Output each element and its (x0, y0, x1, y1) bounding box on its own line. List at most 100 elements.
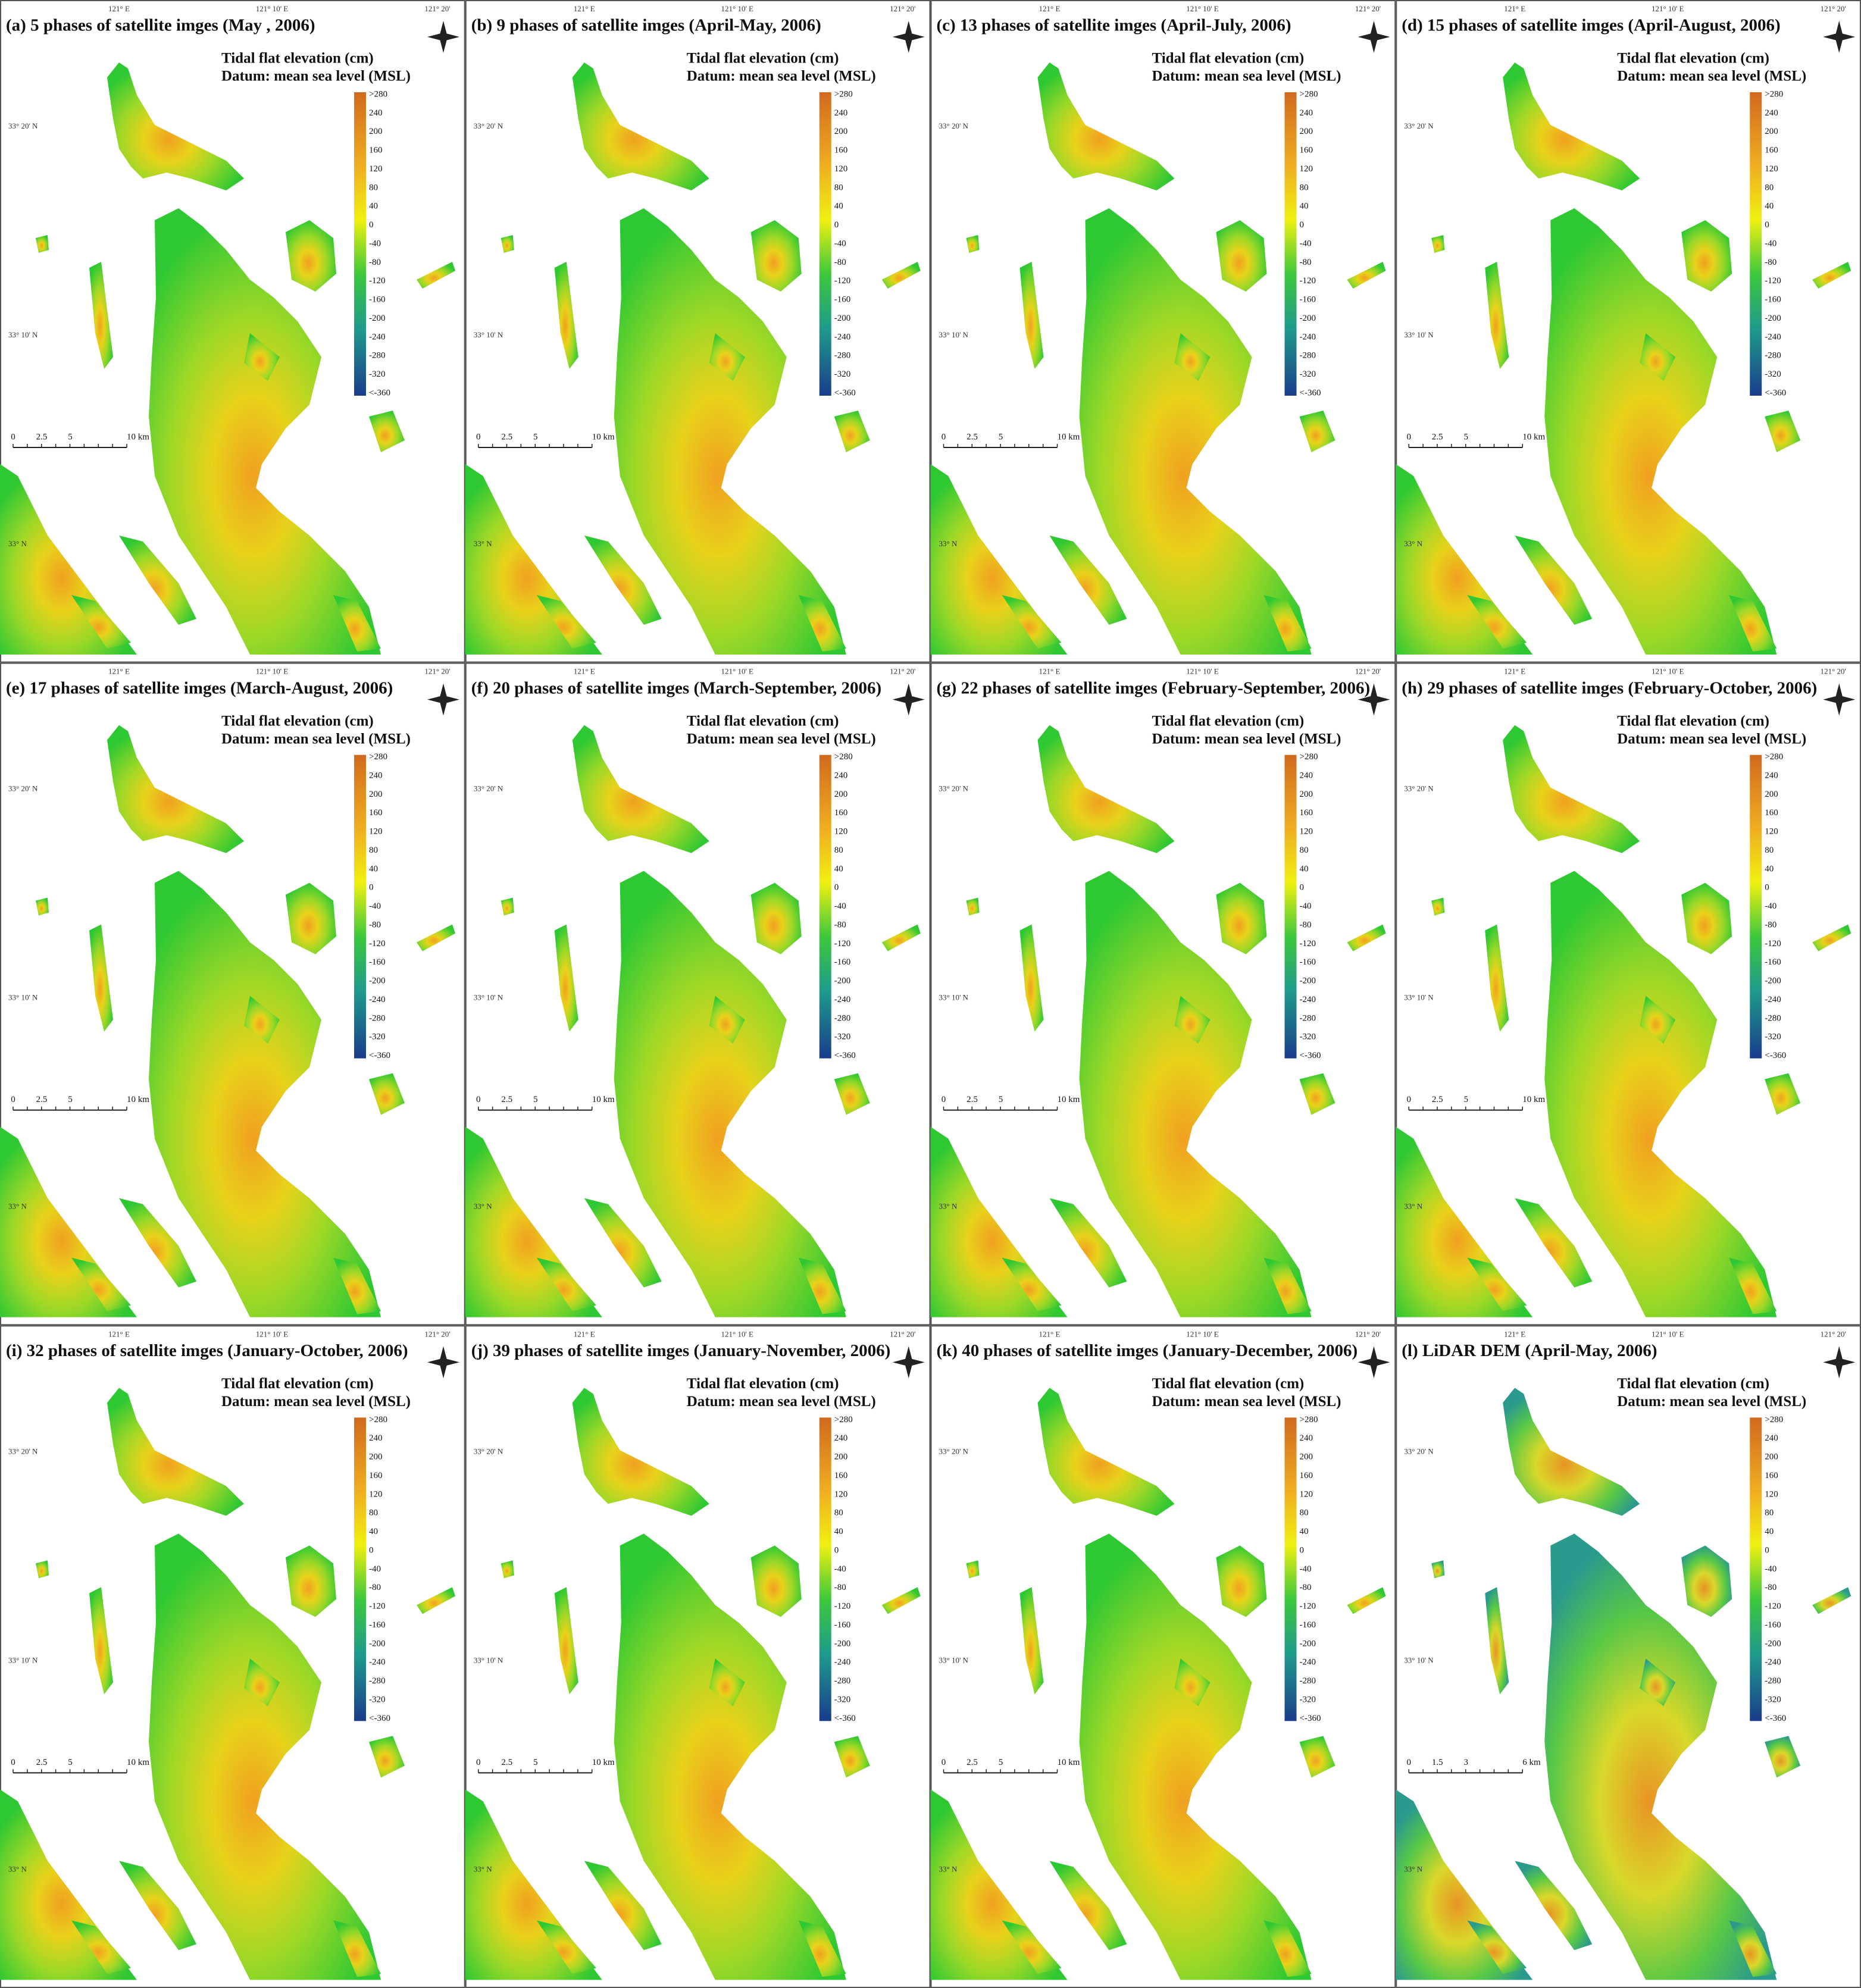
longitude-label: 121° 10' E (721, 667, 754, 676)
legend-datum: Datum: mean sea level (MSL) (687, 1394, 876, 1410)
color-bar-label: -120 (834, 276, 851, 286)
tidal-flat (1037, 725, 1175, 853)
color-bar-label: -120 (369, 1602, 386, 1611)
panel-title: (e) 17 phases of satellite imges (March-… (6, 678, 393, 697)
tidal-flat (572, 62, 709, 190)
tidal-flat (119, 1861, 196, 1951)
tidal-flat (1263, 1257, 1312, 1314)
color-bar-label: -280 (369, 1676, 386, 1686)
tidal-flat (1079, 871, 1312, 1317)
longitude-label: 121° 20' (424, 4, 450, 13)
longitude-label: 121° 10' E (256, 667, 289, 676)
panel-title: (b) 9 phases of satellite imges (April-M… (471, 16, 821, 35)
scale-label: 2.5 (36, 1095, 48, 1104)
color-bar-label: -320 (1765, 1695, 1781, 1704)
longitude-label: 121° 20' (1355, 667, 1381, 676)
map-panel: (a) 5 phases of satellite imges (May , 2… (0, 0, 465, 663)
north-arrow (1358, 21, 1390, 53)
latitude-label: 33° 20' N (8, 121, 38, 130)
longitude-label: 121° 10' E (1652, 1329, 1684, 1338)
tidal-flat (750, 882, 802, 954)
color-bar-label: -120 (834, 939, 851, 948)
longitude-label: 121° 10' E (1652, 667, 1684, 676)
tidal-flat (572, 725, 709, 853)
scale-label: 10 km (127, 1095, 149, 1104)
map-panel: (g) 22 phases of satellite imges (Februa… (930, 662, 1396, 1326)
tidal-flat (1544, 208, 1777, 655)
tidal-flat (1515, 536, 1593, 625)
longitude-label: 121° E (1504, 667, 1525, 676)
latitude-label: 33° N (1404, 1202, 1422, 1211)
tidal-flat (1347, 924, 1386, 951)
color-bar-label: 40 (369, 864, 378, 874)
color-bar-label: 240 (1765, 771, 1778, 780)
color-bar-label: -240 (1300, 995, 1316, 1004)
color-bar-label: 200 (369, 127, 383, 136)
color-bar-label: 120 (1765, 1489, 1778, 1499)
tidal-flat (501, 1560, 514, 1579)
color-bar-label: 120 (369, 827, 383, 837)
legend-title: Tidal flat elevation (cm) (221, 713, 374, 729)
color-bar-label: 120 (1300, 827, 1313, 837)
tidal-flat (0, 464, 137, 655)
tidal-flat (71, 1257, 131, 1311)
color-bar-label: 80 (834, 183, 843, 192)
color-bar-label: 80 (1765, 1508, 1774, 1518)
latitude-label: 33° 10' N (1404, 330, 1434, 339)
north-arrow (427, 1346, 459, 1379)
tidal-flat (107, 725, 244, 853)
tidal-flat (36, 1560, 49, 1579)
latitude-label: 33° 20' N (1404, 121, 1434, 130)
color-bar-label: 200 (834, 790, 848, 799)
latitude-label: 33° 20' N (939, 121, 969, 130)
tidal-flat (465, 1789, 602, 1980)
color-bar-label: -80 (369, 1583, 381, 1592)
latitude-label: 33° N (8, 1202, 27, 1211)
tidal-flat (1431, 1560, 1445, 1579)
scale-label: 2.5 (36, 432, 48, 442)
color-bar-label: -160 (1300, 295, 1316, 305)
tidal-flat (1174, 995, 1211, 1044)
color-bar-label: >280 (834, 752, 853, 762)
legend-title: Tidal flat elevation (cm) (687, 713, 839, 729)
color-bar-label: 0 (369, 220, 374, 230)
tidal-flat (1347, 1587, 1386, 1614)
color-bar (354, 92, 366, 396)
color-bar-label: 120 (369, 1489, 383, 1499)
tidal-flat (584, 1861, 662, 1951)
tidal-flat (244, 995, 280, 1044)
color-bar-label: >280 (1765, 89, 1783, 99)
color-bar-label: 240 (369, 771, 383, 780)
tidal-flat (966, 235, 980, 253)
color-bar-label: -120 (1765, 1602, 1781, 1611)
tidal-flat (536, 1257, 596, 1311)
color-bar-label: -80 (1300, 258, 1312, 267)
tidal-flat (286, 882, 336, 954)
latitude-label: 33° 20' N (474, 121, 503, 130)
scale-label: 3 (1464, 1758, 1469, 1767)
scale-label: 2.5 (967, 432, 978, 442)
tidal-flat (1396, 1126, 1533, 1317)
longitude-label: 121° 10' E (1186, 4, 1219, 13)
color-bar-label: -80 (1765, 1583, 1776, 1592)
latitude-label: 33° 20' N (8, 1447, 38, 1455)
color-bar-label: -200 (1300, 314, 1316, 323)
latitude-label: 33° 20' N (474, 784, 503, 793)
scale-label: 10 km (592, 432, 615, 442)
scale-label: 10 km (127, 1758, 149, 1767)
tidal-flat (930, 464, 1068, 655)
tidal-flat (1467, 1257, 1527, 1311)
scale-label: 2.5 (501, 1758, 512, 1767)
tidal-flat (554, 924, 578, 1032)
tidal-flat (1037, 62, 1175, 190)
tidal-flat (36, 235, 49, 253)
tidal-flat (584, 536, 662, 625)
color-bar-label: >280 (834, 1415, 853, 1425)
color-bar-label: -40 (834, 239, 846, 248)
scale-label: 5 (999, 1095, 1003, 1104)
latitude-label: 33° N (8, 1864, 27, 1873)
tidal-flat (1019, 1587, 1044, 1695)
color-bar-label: -200 (1765, 1639, 1781, 1648)
color-bar-label: 0 (834, 220, 839, 230)
north-arrow (892, 1346, 925, 1379)
